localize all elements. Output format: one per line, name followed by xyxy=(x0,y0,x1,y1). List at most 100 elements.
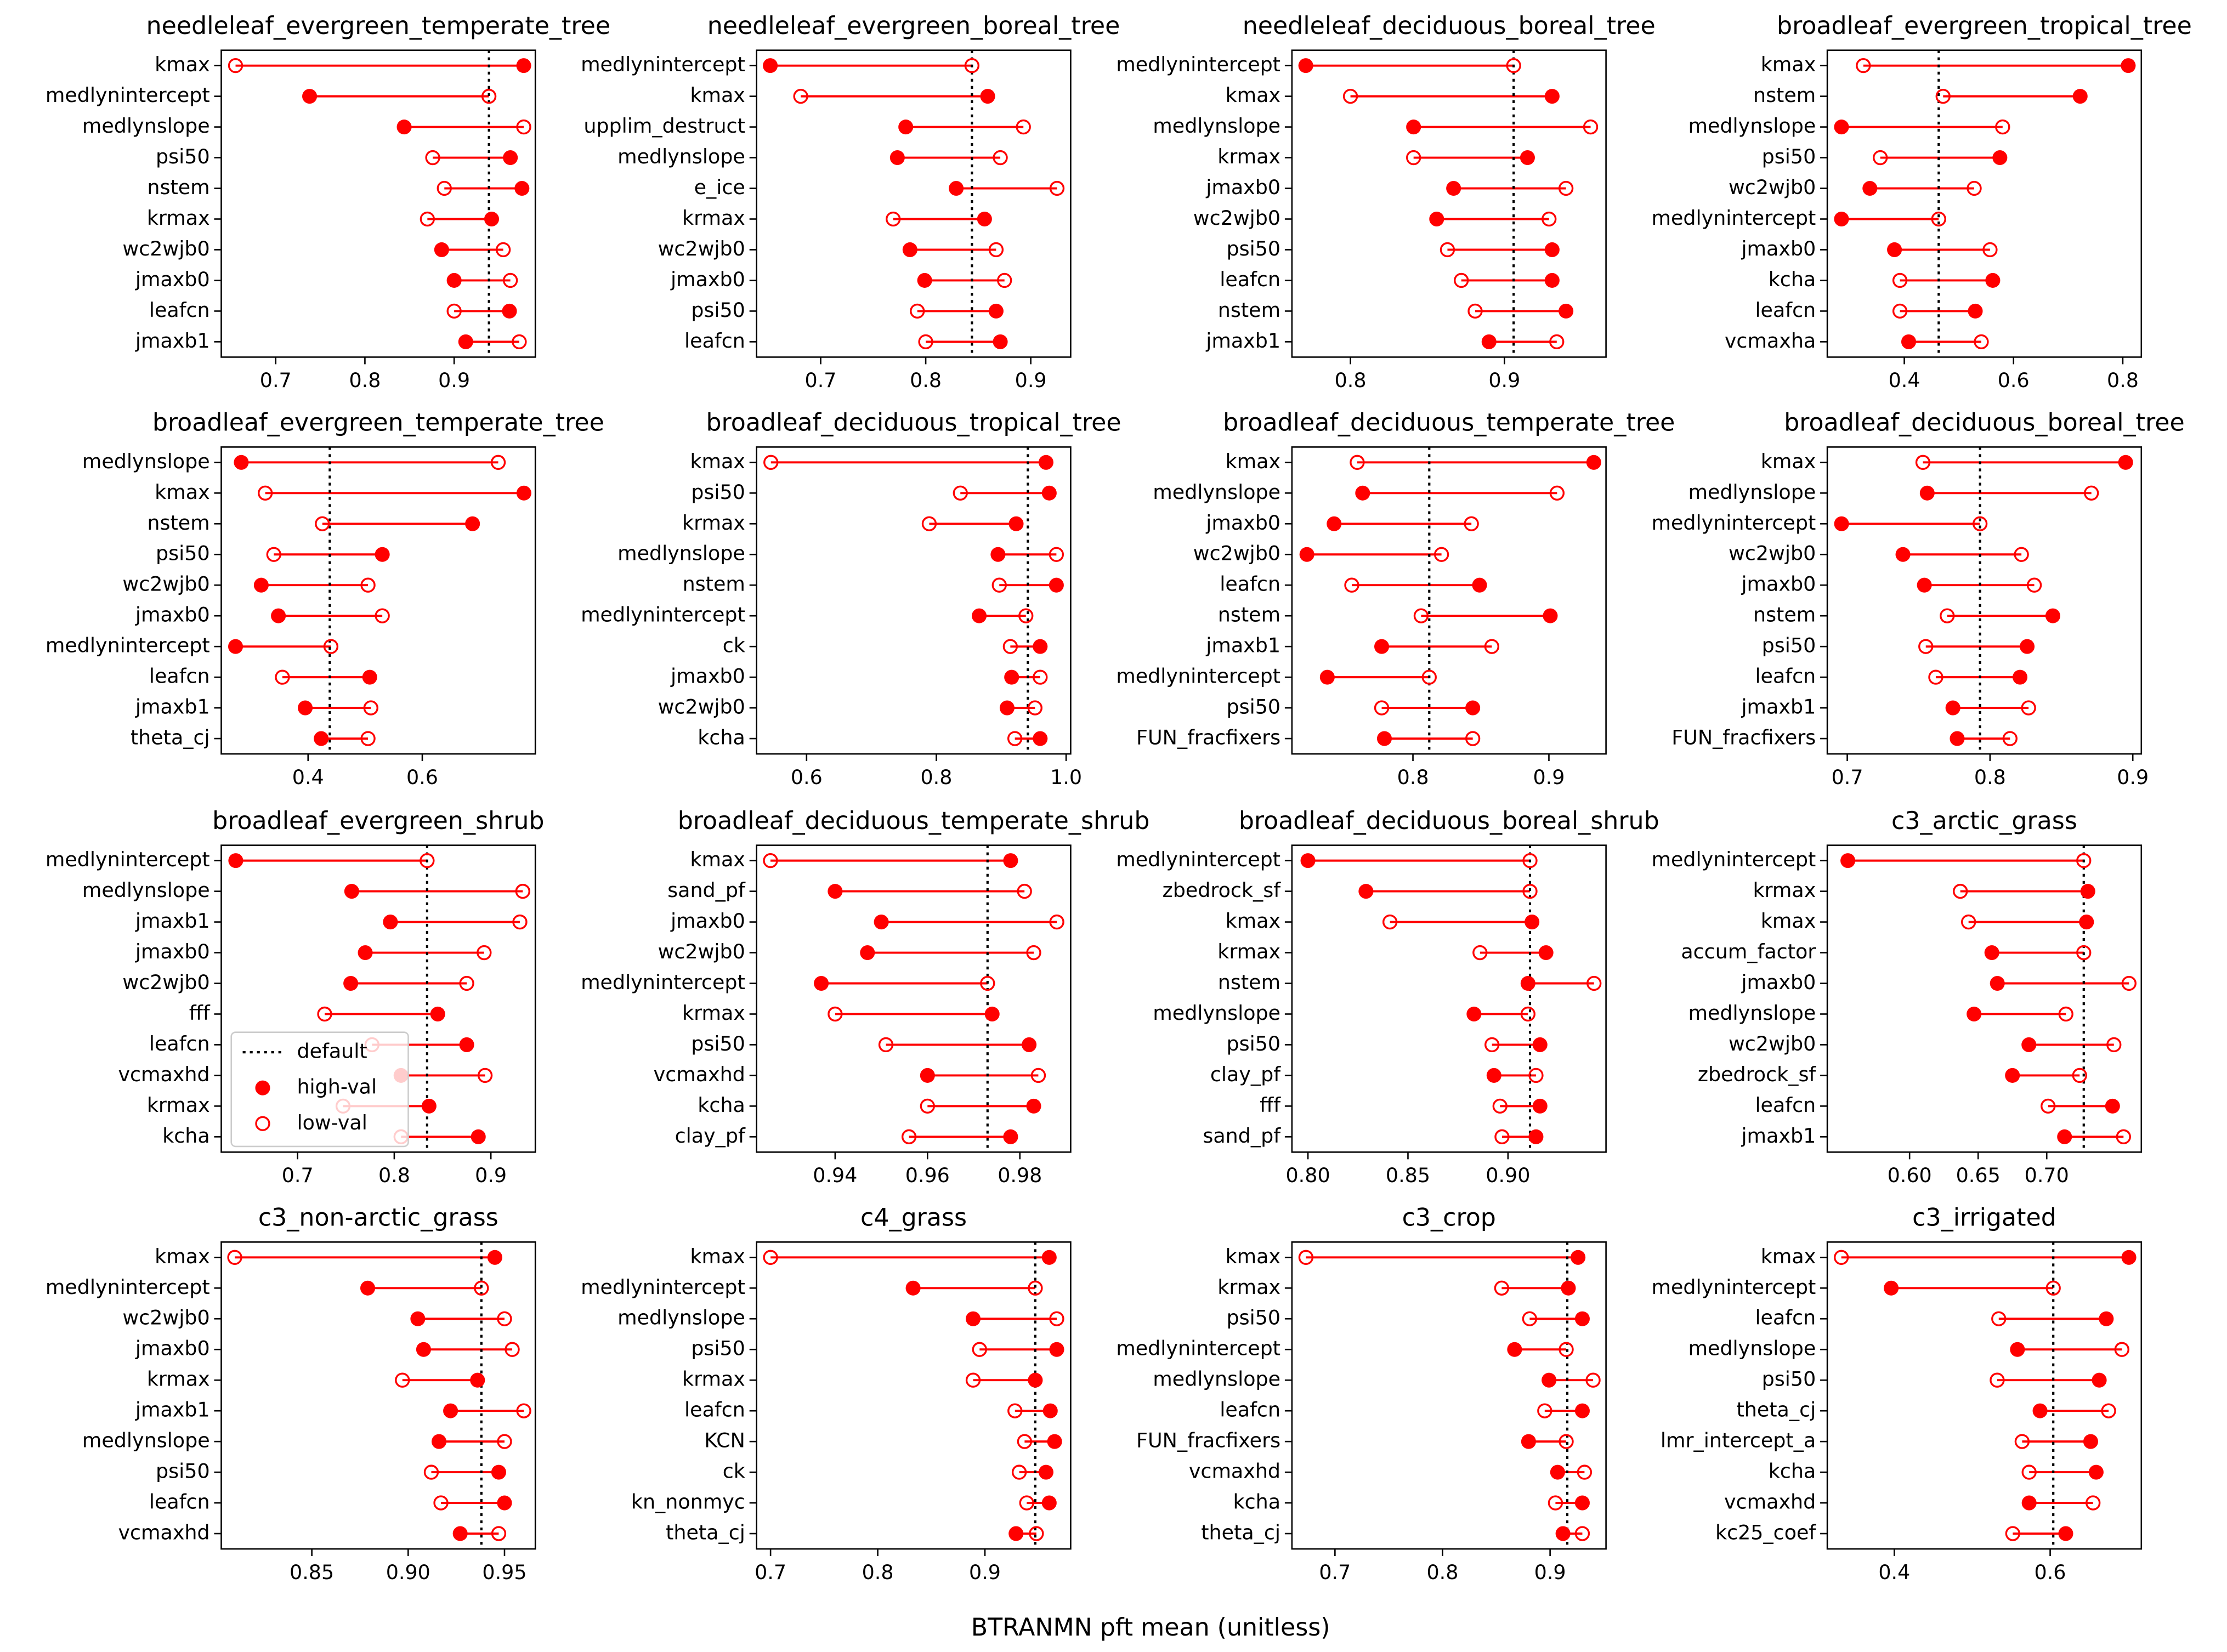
x-tick-label: 0.9 xyxy=(475,1163,507,1187)
low-val-marker xyxy=(2114,1342,2129,1357)
high-val-marker xyxy=(1472,577,1487,593)
low-val-marker xyxy=(1019,1495,1034,1511)
y-tick-label: kcha xyxy=(1769,268,1816,291)
y-tick-label: medlynintercept xyxy=(1116,848,1280,871)
subplot-title: c3_non-arctic_grass xyxy=(258,1204,498,1232)
y-tick-label: wc2wjb0 xyxy=(658,940,745,963)
legend-marker xyxy=(255,1080,270,1095)
high-val-marker xyxy=(228,639,243,654)
low-val-marker xyxy=(1029,1526,1044,1541)
y-tick-label: psi50 xyxy=(1226,695,1280,719)
high-val-marker xyxy=(763,58,778,73)
low-val-marker xyxy=(2106,1037,2122,1053)
low-val-marker xyxy=(1522,853,1538,868)
low-val-marker xyxy=(512,914,528,930)
x-tick-label: 0.6 xyxy=(791,765,823,789)
y-tick-label: kmax xyxy=(1226,83,1281,107)
low-val-marker xyxy=(446,303,462,319)
low-val-marker xyxy=(516,119,531,135)
low-val-marker xyxy=(1559,1434,1574,1449)
low-val-marker xyxy=(1967,180,1982,196)
x-tick-label: 0.8 xyxy=(910,368,942,392)
y-tick-label: jmaxb1 xyxy=(135,1398,210,1422)
y-tick-label: medlynslope xyxy=(1153,1367,1280,1391)
low-val-marker xyxy=(1374,700,1390,716)
y-tick-label: psi50 xyxy=(691,480,745,504)
high-val-marker xyxy=(2012,669,2028,685)
y-tick-label: medlynslope xyxy=(82,450,210,473)
high-val-marker xyxy=(1834,516,1849,531)
y-tick-label: kmax xyxy=(1226,909,1281,933)
high-val-marker xyxy=(1300,853,1316,868)
y-tick-label: medlynslope xyxy=(1688,114,1816,138)
high-val-marker xyxy=(1968,303,1983,319)
high-val-marker xyxy=(383,915,398,930)
x-tick-label: 0.60 xyxy=(1888,1163,1932,1187)
high-val-marker xyxy=(298,700,313,716)
low-val-marker xyxy=(497,1434,512,1449)
y-tick-label: medlynslope xyxy=(1153,114,1280,138)
high-val-marker xyxy=(1026,1098,1041,1114)
low-val-marker xyxy=(2076,945,2092,961)
high-val-marker xyxy=(1376,731,1392,746)
y-tick-label: wc2wjb0 xyxy=(658,237,745,260)
high-val-marker xyxy=(905,1280,921,1296)
high-val-marker xyxy=(1917,577,1932,593)
low-val-marker xyxy=(2021,700,2036,716)
y-tick-label: kmax xyxy=(155,480,209,504)
high-val-marker xyxy=(2020,639,2035,654)
legend-label: default xyxy=(297,1040,367,1063)
high-val-marker xyxy=(1481,334,1497,349)
y-tick-label: kcha xyxy=(162,1124,210,1148)
low-val-marker xyxy=(1892,273,1908,288)
high-val-marker xyxy=(2080,884,2095,899)
y-tick-label: jmaxb1 xyxy=(1741,695,1816,719)
y-tick-label: jmaxb0 xyxy=(1205,511,1280,535)
low-val-marker xyxy=(828,1006,843,1022)
y-tick-label: psi50 xyxy=(156,1460,210,1483)
high-val-marker xyxy=(2083,1434,2098,1449)
y-tick-label: nstem xyxy=(1218,298,1280,322)
low-val-marker xyxy=(1549,334,1565,350)
y-tick-label: kmax xyxy=(1761,1245,1816,1268)
low-val-marker xyxy=(1928,669,1943,685)
y-tick-label: vcmaxhd xyxy=(654,1063,745,1086)
high-val-marker xyxy=(1985,273,2001,288)
y-tick-label: medlynslope xyxy=(82,1429,210,1452)
y-tick-label: kn_nonmyc xyxy=(631,1490,745,1514)
high-val-marker xyxy=(228,853,243,868)
low-val-marker xyxy=(2014,1434,2030,1449)
high-val-marker xyxy=(503,150,518,166)
high-val-marker xyxy=(2099,1311,2114,1326)
y-tick-label: psi50 xyxy=(1226,237,1280,260)
low-val-marker xyxy=(481,88,497,104)
low-val-marker xyxy=(1583,119,1599,135)
high-val-marker xyxy=(446,273,462,288)
low-val-marker xyxy=(1002,639,1018,654)
low-val-marker xyxy=(763,455,779,470)
y-tick-label: jmaxb0 xyxy=(670,268,745,291)
high-val-marker xyxy=(343,975,359,991)
high-val-marker xyxy=(271,608,286,623)
low-val-marker xyxy=(1915,455,1931,470)
y-tick-label: medlynintercept xyxy=(1116,665,1280,688)
high-val-marker xyxy=(1429,211,1444,227)
high-val-marker xyxy=(2105,1098,2120,1114)
x-tick-label: 0.7 xyxy=(260,368,292,392)
y-tick-label: wc2wjb0 xyxy=(122,970,209,994)
low-val-marker xyxy=(315,516,330,531)
subplot-title: needleleaf_evergreen_temperate_tree xyxy=(146,12,610,40)
high-val-marker xyxy=(434,242,449,257)
high-val-marker xyxy=(999,700,1015,716)
y-tick-label: kc25_coef xyxy=(1715,1521,1816,1545)
high-val-marker xyxy=(1003,1129,1018,1144)
high-val-marker xyxy=(1901,334,1917,349)
y-tick-label: leafcn xyxy=(1220,1398,1280,1422)
low-val-marker xyxy=(477,1068,493,1083)
low-val-marker xyxy=(2005,1526,2020,1541)
high-val-marker xyxy=(1950,731,1965,746)
y-tick-label: medlynslope xyxy=(1688,480,1816,504)
y-tick-label: kmax xyxy=(1761,53,1816,76)
high-val-marker xyxy=(1574,1311,1590,1326)
high-val-marker xyxy=(1550,1464,1565,1480)
